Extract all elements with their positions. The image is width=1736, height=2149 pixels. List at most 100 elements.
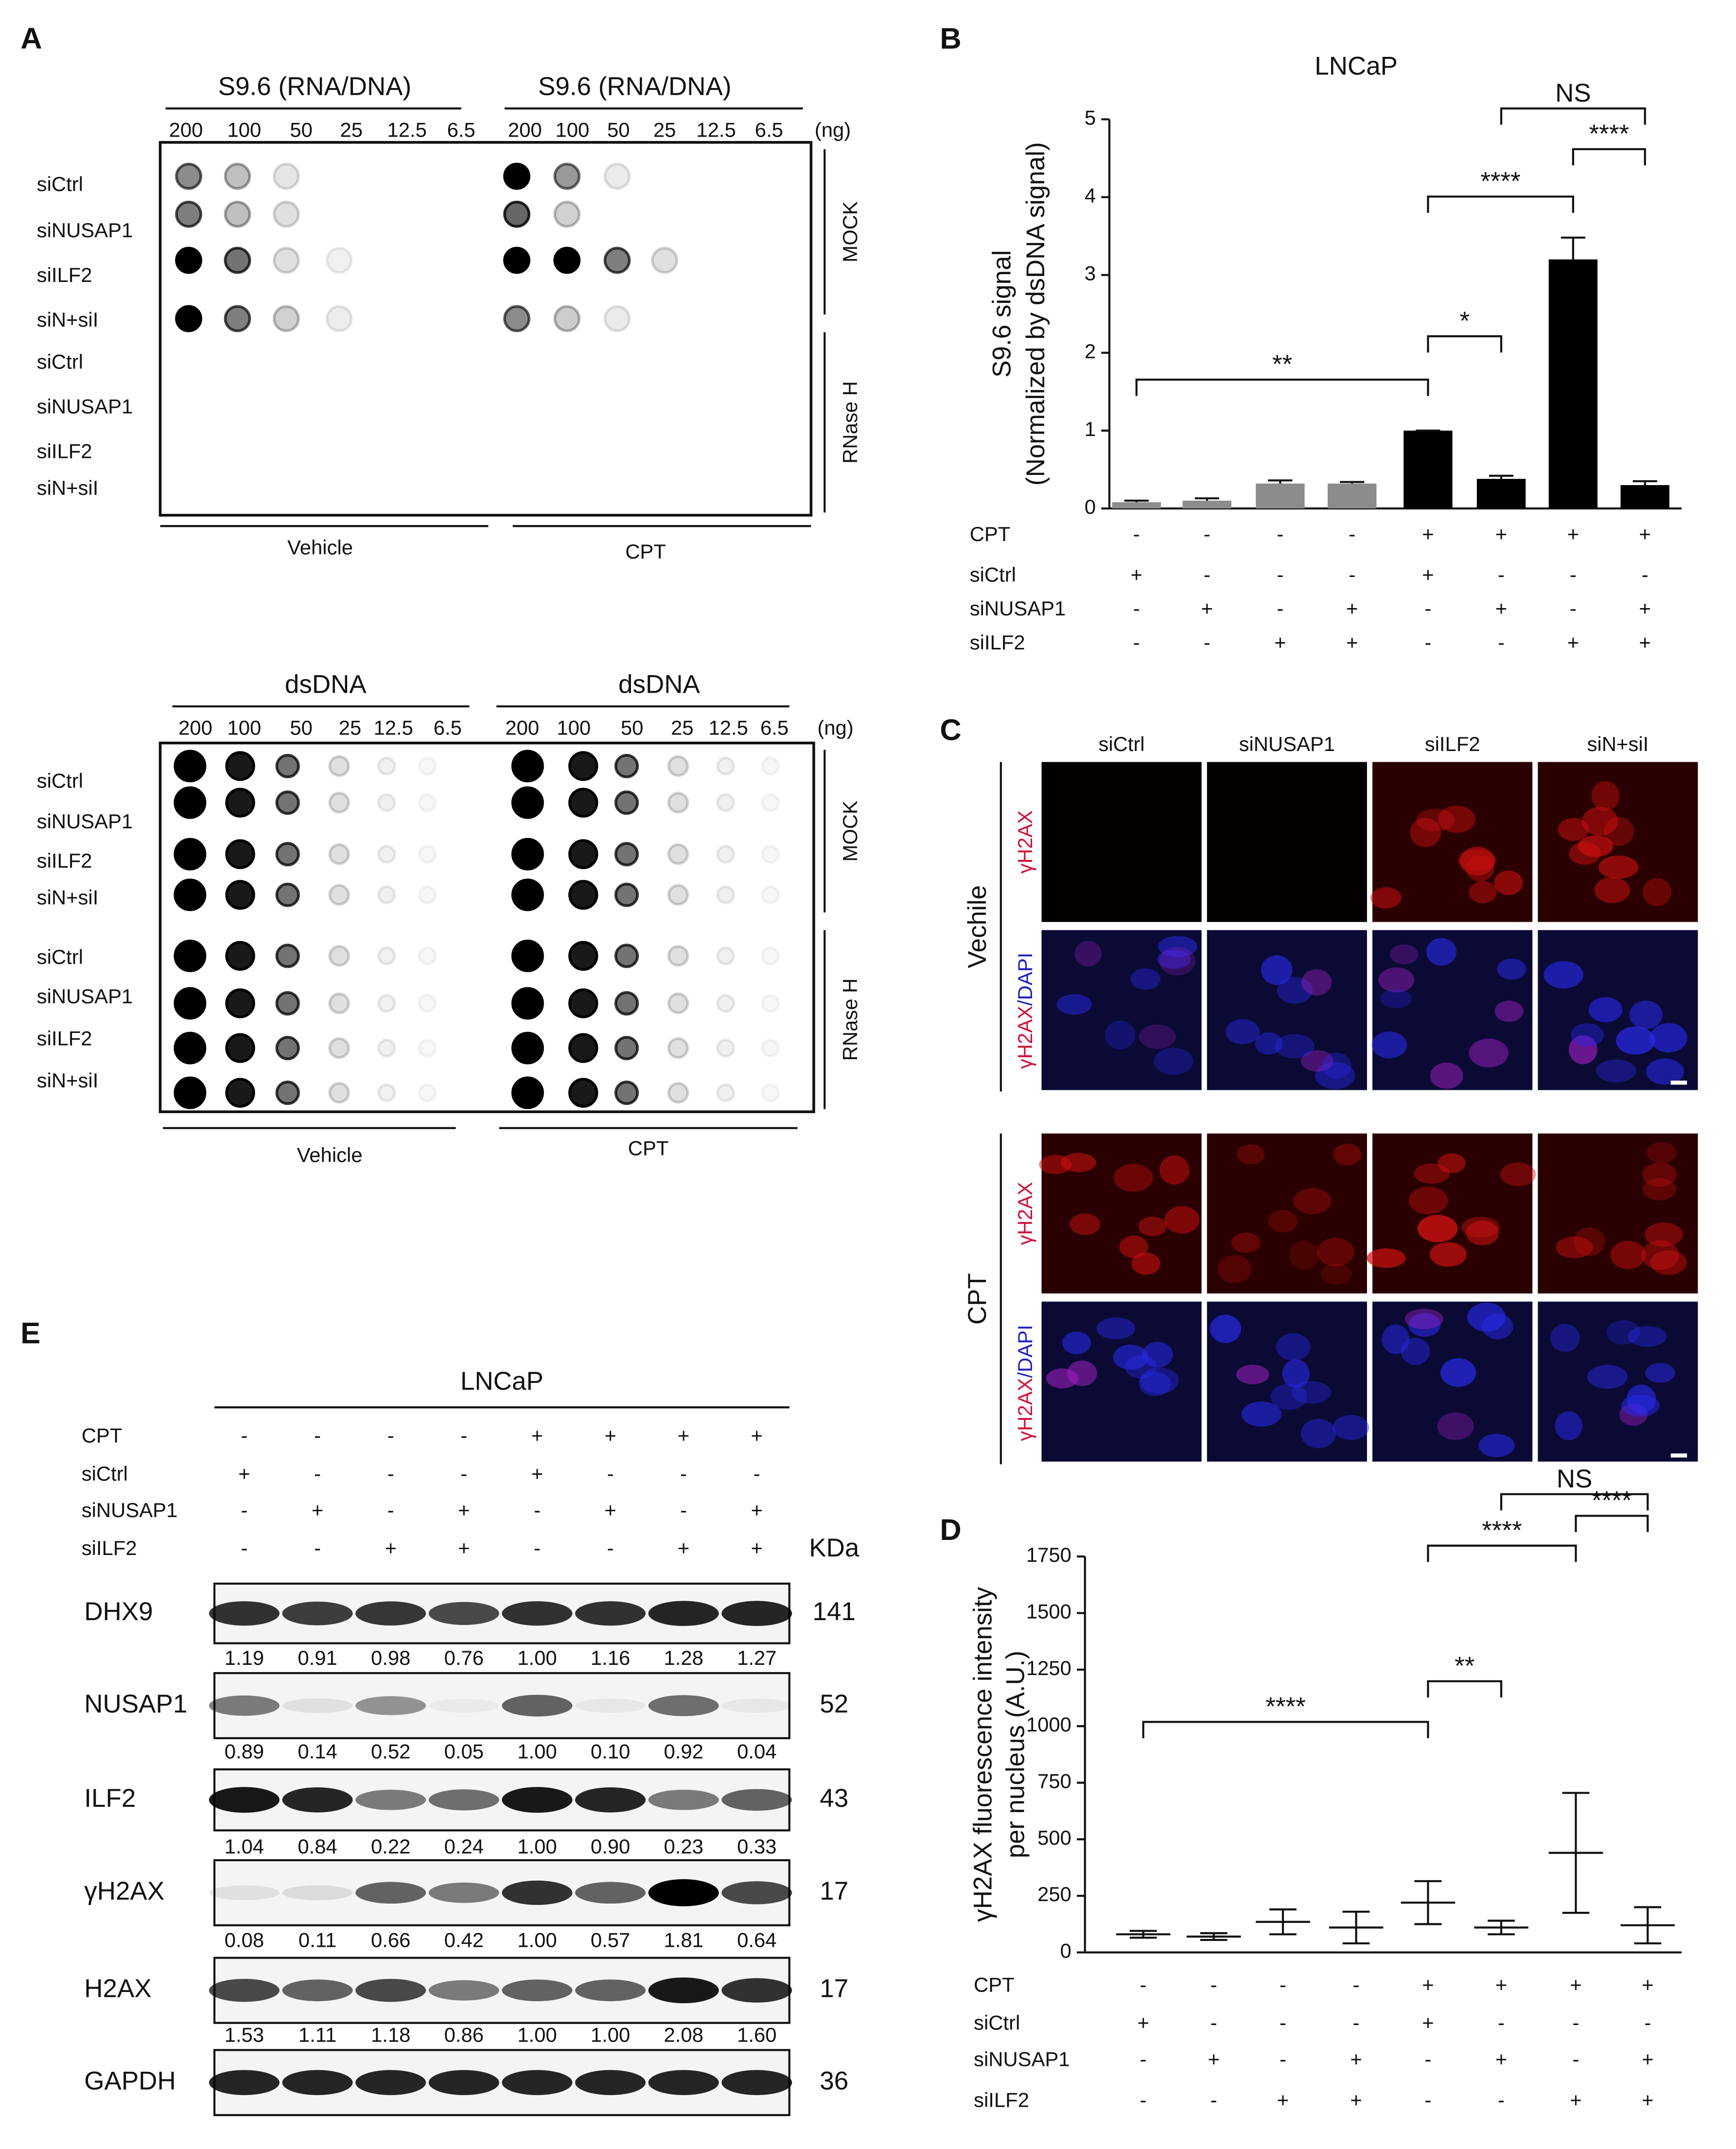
dot bbox=[377, 1038, 396, 1058]
nucleus bbox=[1582, 806, 1618, 836]
nucleus bbox=[1096, 1317, 1136, 1340]
treatment-label: CPT bbox=[625, 540, 666, 563]
condition-sign: + bbox=[1277, 2088, 1289, 2111]
y-tick-label: 3 bbox=[1085, 262, 1096, 285]
condition-sign: - bbox=[314, 1537, 321, 1559]
condition-sign: - bbox=[607, 1462, 614, 1485]
quantification: 0.92 bbox=[664, 1740, 703, 1763]
dot bbox=[325, 305, 353, 332]
nucleus bbox=[1370, 887, 1402, 909]
band bbox=[502, 1695, 573, 1717]
bar bbox=[1548, 259, 1598, 508]
bar bbox=[1328, 483, 1377, 508]
dot bbox=[503, 200, 530, 228]
dot bbox=[275, 1081, 300, 1105]
quantification: 0.23 bbox=[664, 1835, 703, 1858]
nucleus bbox=[1478, 1433, 1515, 1457]
stain-label: γH2AX bbox=[1014, 1182, 1036, 1245]
bar bbox=[1256, 483, 1305, 508]
dot bbox=[174, 878, 207, 911]
quantification: 1.27 bbox=[737, 1646, 776, 1669]
amount-label: 12.5 bbox=[696, 119, 736, 141]
nucleus bbox=[1616, 1026, 1655, 1055]
band bbox=[355, 1696, 426, 1715]
kda-label: 43 bbox=[820, 1784, 848, 1813]
dot bbox=[418, 1083, 437, 1102]
dot bbox=[174, 939, 207, 972]
treatment-label: Vehicle bbox=[297, 1143, 363, 1166]
condition-sign: + bbox=[458, 1499, 470, 1521]
nucleus bbox=[1333, 1143, 1362, 1166]
dot bbox=[716, 1038, 736, 1058]
micrograph bbox=[1538, 1301, 1698, 1462]
significance-label: **** bbox=[1592, 1486, 1631, 1515]
dot bbox=[553, 162, 581, 190]
condition-sign: + bbox=[1495, 597, 1507, 620]
nucleus bbox=[1241, 1401, 1281, 1427]
band bbox=[209, 1885, 280, 1900]
nucleus bbox=[1414, 1163, 1450, 1184]
band bbox=[282, 2070, 353, 2096]
dot bbox=[667, 1037, 689, 1059]
panel-label: E bbox=[20, 1317, 40, 1350]
band bbox=[648, 1601, 719, 1626]
dot bbox=[418, 793, 437, 812]
merge-label-red: γH2AX bbox=[1014, 1006, 1036, 1069]
condition-sign: + bbox=[1422, 563, 1434, 586]
condition-sign: + bbox=[1495, 1973, 1507, 1996]
dot bbox=[328, 791, 350, 814]
quantification: 0.08 bbox=[225, 1928, 264, 1951]
quantification: 1.00 bbox=[591, 2024, 630, 2046]
amount-label: 100 bbox=[556, 119, 590, 141]
panel-label: A bbox=[20, 22, 42, 55]
nucleus bbox=[1320, 1263, 1352, 1285]
condition-sign: + bbox=[1422, 523, 1434, 545]
condition-sign: + bbox=[604, 1499, 616, 1521]
nucleus bbox=[1558, 818, 1589, 841]
row-label: siCtrl bbox=[37, 945, 83, 968]
dot bbox=[175, 305, 202, 332]
column-label: siN+siI bbox=[1587, 733, 1649, 755]
image-background bbox=[1207, 930, 1367, 1090]
nucleus bbox=[1158, 936, 1197, 957]
quantification: 1.00 bbox=[517, 1835, 557, 1858]
band bbox=[209, 1601, 280, 1626]
bar bbox=[1620, 485, 1669, 508]
condition-sign: - bbox=[1280, 2011, 1286, 2034]
condition-sign: - bbox=[1353, 1973, 1360, 1996]
blot-name: γH2AX bbox=[84, 1877, 164, 1905]
nucleus bbox=[1378, 967, 1415, 993]
dot bbox=[418, 994, 437, 1013]
y-tick-label: 0 bbox=[1085, 495, 1096, 518]
nucleus bbox=[1293, 1188, 1332, 1214]
condition-sign: + bbox=[678, 1537, 689, 1559]
micrograph bbox=[1370, 762, 1533, 922]
kda-label: 36 bbox=[820, 2066, 848, 2095]
quantification: 1.81 bbox=[664, 1928, 703, 1951]
band bbox=[502, 2070, 573, 2096]
dot bbox=[716, 793, 736, 812]
amount-label: 25 bbox=[340, 119, 363, 141]
nucleus bbox=[1382, 1324, 1410, 1354]
nucleus bbox=[1404, 1309, 1443, 1329]
nucleus bbox=[1114, 1164, 1153, 1192]
dot bbox=[553, 200, 581, 228]
band bbox=[575, 1601, 646, 1626]
nucleus bbox=[1469, 881, 1497, 904]
band bbox=[282, 1601, 353, 1625]
quantification: 1.11 bbox=[298, 2024, 336, 2046]
nucleus bbox=[1408, 1187, 1448, 1215]
dot bbox=[275, 991, 300, 1016]
amount-label: 12.5 bbox=[708, 716, 748, 739]
band bbox=[428, 2070, 499, 2096]
quantification: 1.28 bbox=[664, 1646, 703, 1669]
dot bbox=[667, 791, 689, 814]
quantification: 0.42 bbox=[444, 1928, 484, 1951]
dot bbox=[716, 994, 736, 1013]
bar bbox=[1476, 479, 1526, 508]
condition-sign: + bbox=[1570, 2088, 1581, 2111]
nucleus bbox=[1210, 1314, 1242, 1343]
nucleus bbox=[1138, 1217, 1167, 1237]
significance-label: **** bbox=[1482, 1516, 1522, 1545]
